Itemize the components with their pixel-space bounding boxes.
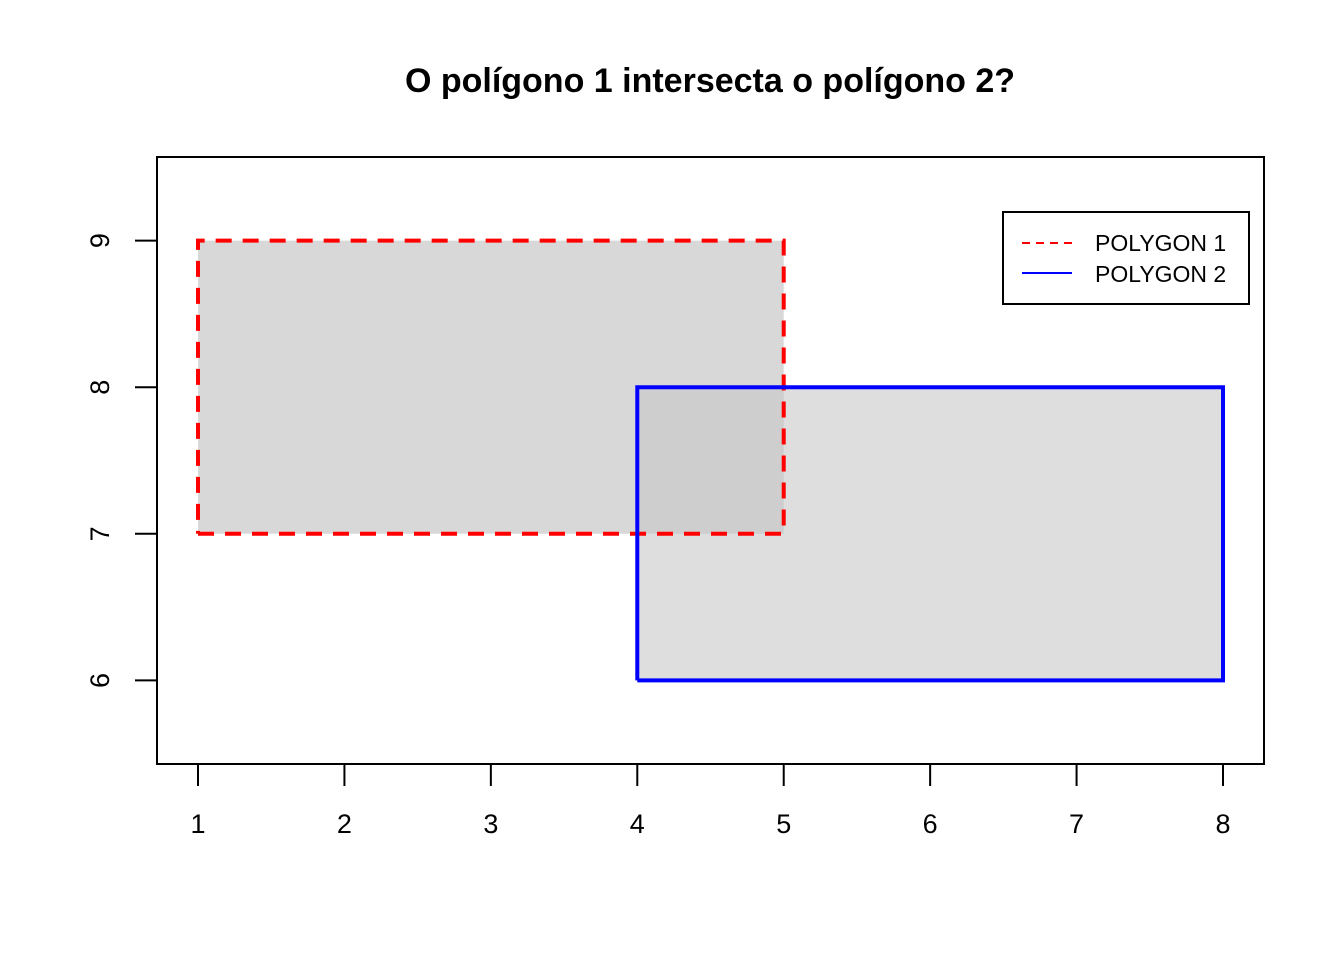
y-tick-label-8: 8 — [85, 380, 115, 395]
polygon-1-outline — [196, 238, 786, 536]
chart-title: O polígono 1 intersecta o polígono 2? — [405, 62, 1015, 100]
x-tick-label-5: 5 — [776, 809, 791, 839]
x-axis: 1 2 3 4 5 6 7 8 — [190, 763, 1231, 839]
polygon-2-outline — [635, 385, 1225, 683]
x-tick-label-6: 6 — [923, 809, 938, 839]
polygons-layer — [196, 238, 1225, 683]
x-tick-label-4: 4 — [630, 809, 645, 839]
y-tick-label-9: 9 — [85, 233, 115, 248]
y-axis: 6 7 8 9 — [85, 233, 158, 688]
legend-label-polygon-1: POLYGON 1 — [1095, 230, 1226, 256]
x-tick-label-7: 7 — [1069, 809, 1084, 839]
legend: POLYGON 1 POLYGON 2 — [1002, 211, 1250, 305]
y-tick-label-7: 7 — [85, 526, 115, 541]
x-tick-label-8: 8 — [1215, 809, 1230, 839]
x-tick-label-3: 3 — [483, 809, 498, 839]
x-tick-label-1: 1 — [190, 809, 205, 839]
x-tick-label-2: 2 — [337, 809, 352, 839]
y-tick-label-6: 6 — [85, 673, 115, 688]
legend-box — [1002, 211, 1250, 305]
legend-label-polygon-2: POLYGON 2 — [1095, 261, 1226, 287]
